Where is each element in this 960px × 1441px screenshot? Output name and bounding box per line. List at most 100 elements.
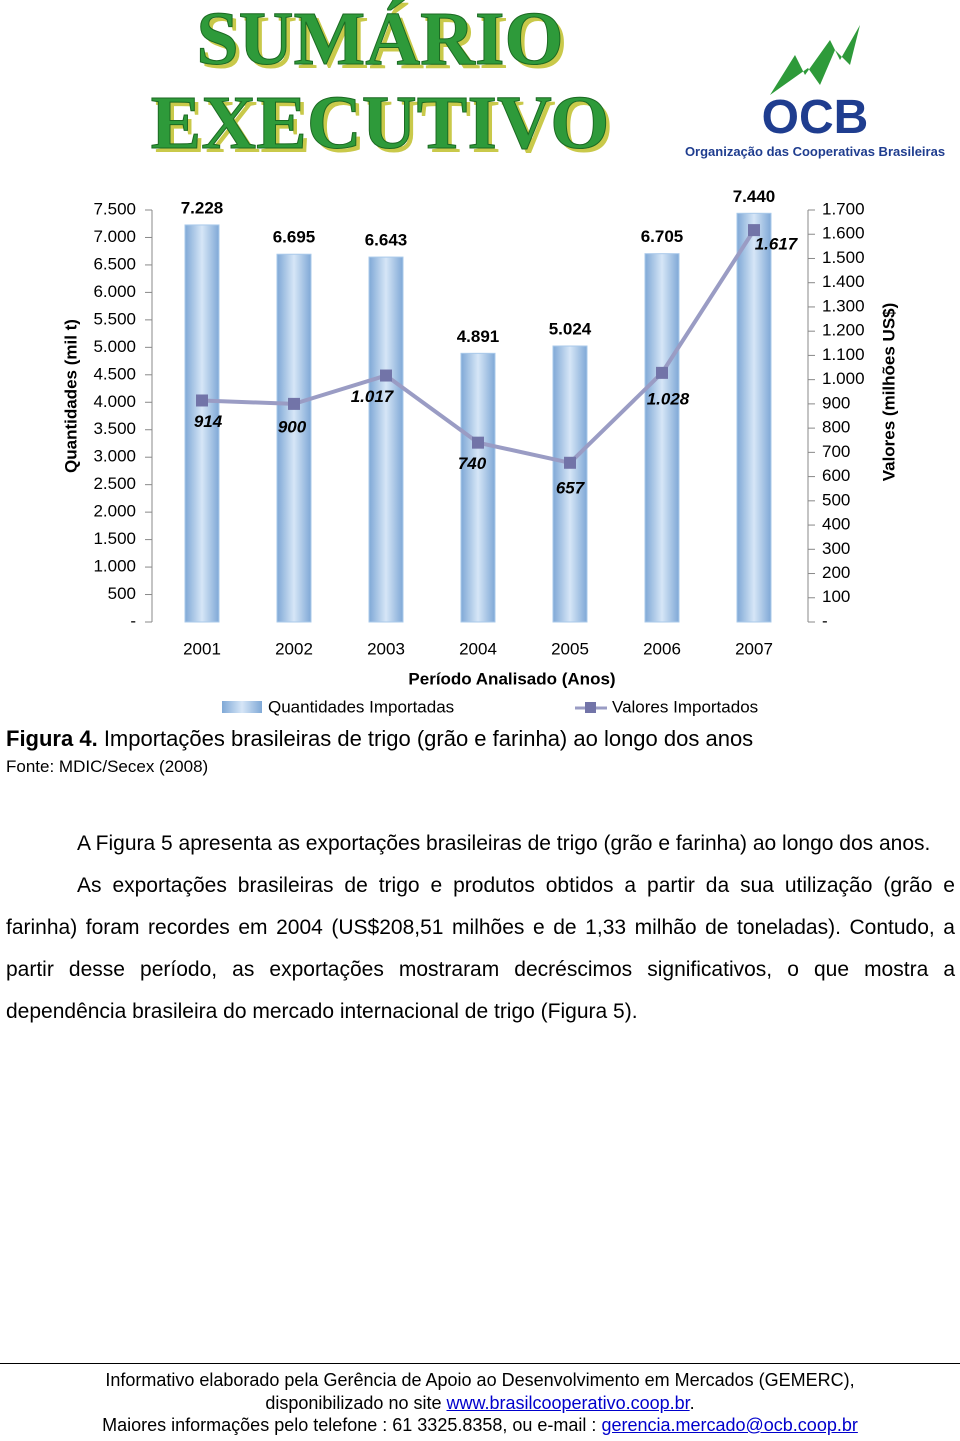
legend-swatch — [585, 702, 596, 713]
bar-value-label: 4.891 — [457, 327, 500, 346]
y-tick-label: 3.500 — [93, 419, 136, 438]
y2-tick-label: 800 — [822, 418, 850, 437]
y-tick-label: 1.500 — [93, 529, 136, 548]
footer-text: disponibilizado no site — [265, 1392, 442, 1413]
bar-value-label: 7.228 — [181, 198, 224, 217]
body: A Figura 5 apresenta as exportações bras… — [6, 823, 955, 1033]
bar-value-label: 6.643 — [365, 231, 408, 250]
y2-tick-label: - — [822, 611, 828, 630]
x-tick-label: 2007 — [735, 639, 773, 658]
line-value-label: 900 — [278, 417, 307, 436]
footer-text: Maiores informações pelo telefone : 61 3… — [102, 1415, 597, 1435]
y-tick-label: 6.000 — [93, 282, 136, 301]
bar — [184, 224, 220, 623]
paragraph: A Figura 5 apresenta as exportações bras… — [77, 832, 931, 855]
legend-swatch — [222, 701, 262, 713]
y-tick-label: 2.500 — [93, 474, 136, 493]
y2-tick-label: 600 — [822, 466, 850, 485]
line-marker — [656, 366, 668, 379]
bar-value-label: 7.440 — [733, 187, 776, 206]
y-tick-label: 3.000 — [93, 447, 136, 466]
chart: Quantidades (mil t) Valores (milhões US$… — [61, 187, 898, 717]
y2-tick-label: 1.500 — [822, 248, 865, 267]
y2-tick-label: 1.000 — [822, 369, 865, 388]
figure-source: Fonte: MDIC/Secex (2008) — [6, 757, 209, 776]
line-value-label: 1.017 — [351, 387, 395, 406]
title-shadow: SUMÁRIO — [200, 1, 567, 85]
logo-icon — [770, 25, 860, 95]
footer-line: disponibilizado no site www.brasilcooper… — [0, 1392, 960, 1415]
bar — [736, 212, 772, 623]
x-tick-label: 2006 — [643, 639, 681, 658]
x-tick-label: 2005 — [551, 639, 589, 658]
footer: Informativo elaborado pela Gerência de A… — [0, 1363, 960, 1437]
y-tick-label: 1.000 — [93, 557, 136, 576]
footer-line: Maiores informações pelo telefone : 61 3… — [0, 1414, 960, 1437]
y2-tick-label: 900 — [822, 393, 850, 412]
footer-line: Informativo elaborado pela Gerência de A… — [105, 1370, 855, 1390]
logo: OCB — [762, 91, 869, 144]
bar — [552, 345, 588, 623]
figure-caption: Figura 4. Importações brasileiras de tri… — [6, 726, 753, 752]
line-value-label: 657 — [556, 478, 586, 497]
bar — [644, 253, 680, 623]
legend-label[interactable]: Quantidades Importadas — [268, 697, 454, 716]
y2-axis-title: Valores (milhões US$) — [879, 303, 898, 482]
bar-value-label: 6.705 — [641, 227, 684, 246]
y2-tick-label: 1.700 — [822, 199, 865, 218]
y-tick-label: 4.500 — [93, 364, 136, 383]
x-tick-label: 2004 — [459, 639, 497, 658]
x-tick-label: 2003 — [367, 639, 405, 658]
y-tick-label: 6.500 — [93, 254, 136, 273]
y2-tick-label: 1.300 — [822, 296, 865, 315]
x-tick-label: 2001 — [183, 639, 221, 658]
email-link[interactable]: gerencia.mercado@ocb.coop.br — [601, 1415, 858, 1435]
y2-tick-label: 500 — [822, 490, 850, 509]
y2-tick-label: 1.100 — [822, 345, 865, 364]
y2-tick-label: 1.400 — [822, 272, 865, 291]
line-value-label: 1.028 — [647, 389, 690, 408]
title: EXECUTIVO — [151, 81, 610, 165]
caption-text: Importações brasileiras de trigo (grão e… — [103, 726, 754, 751]
y2-tick-label: 200 — [822, 563, 850, 582]
header: SUMÁRIO SUMÁRIO EXECUTIVO EXECUTIVO OCB … — [150, 0, 945, 169]
y2-tick-label: 1.600 — [822, 224, 865, 243]
y-tick-label: 7.000 — [93, 227, 136, 246]
line-value-label: 1.617 — [755, 235, 799, 254]
bar-value-label: 5.024 — [549, 319, 592, 338]
y-tick-label: 5.000 — [93, 337, 136, 356]
legend-label[interactable]: Valores Importados — [612, 697, 758, 716]
line-marker — [748, 224, 760, 237]
footer-text: . — [689, 1392, 695, 1413]
bar — [368, 256, 404, 623]
y-tick-label: 7.500 — [93, 199, 136, 218]
x-axis-title: Período Analisado (Anos) — [408, 669, 615, 688]
y2-tick-label: 100 — [822, 587, 850, 606]
line-marker — [564, 456, 576, 469]
y-tick-label: 4.000 — [93, 392, 136, 411]
title: SUMÁRIO — [196, 0, 563, 81]
paragraph: As exportações brasileiras de trigo e pr… — [6, 874, 955, 1023]
site-link[interactable]: www.brasilcooperativo.coop.br — [446, 1392, 690, 1413]
line-marker — [288, 397, 300, 410]
y2-tick-label: 400 — [822, 515, 850, 534]
line-value-label: 740 — [458, 454, 487, 473]
y-tick-label: 500 — [108, 584, 136, 603]
figure-label: Figura 4. — [6, 726, 98, 751]
y-tick-label: 5.500 — [93, 309, 136, 328]
bar — [460, 352, 496, 623]
title-shadow: EXECUTIVO — [155, 85, 614, 169]
y2-tick-label: 300 — [822, 539, 850, 558]
bar-value-label: 6.695 — [273, 228, 316, 247]
y-tick-label: - — [130, 611, 136, 630]
line-marker — [472, 436, 484, 449]
y2-tick-label: 700 — [822, 442, 850, 461]
y-tick-label: 2.000 — [93, 502, 136, 521]
org-name: Organização das Cooperativas Brasileiras — [685, 144, 945, 159]
line-marker — [196, 394, 208, 407]
y-axis-title: Quantidades (mil t) — [61, 319, 80, 473]
x-tick-label: 2002 — [275, 639, 313, 658]
line-marker — [380, 369, 392, 382]
line-value-label: 914 — [194, 412, 223, 431]
